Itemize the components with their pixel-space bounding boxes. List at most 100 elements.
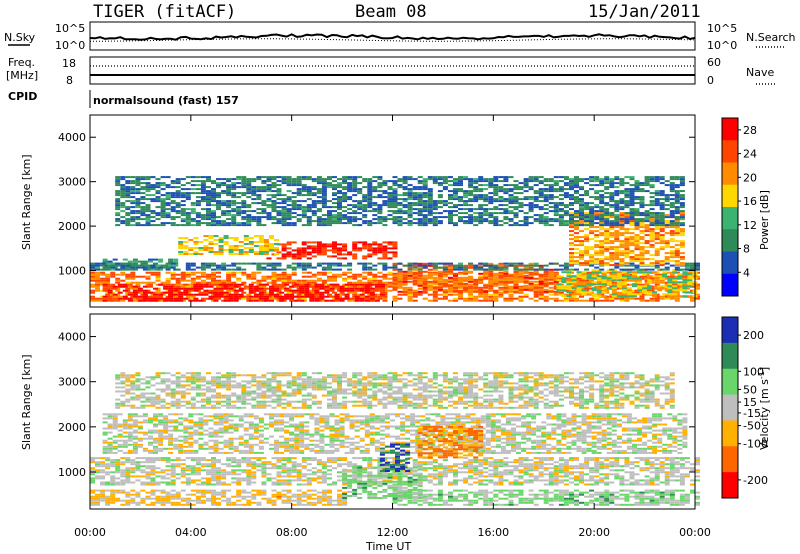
- data-cell: [188, 293, 194, 296]
- data-cell: [218, 249, 224, 251]
- data-cell: [165, 186, 171, 189]
- data-cell: [538, 188, 544, 191]
- data-cell: [286, 216, 292, 219]
- data-cell: [226, 202, 232, 205]
- data-cell: [498, 208, 504, 211]
- data-cell: [402, 182, 408, 185]
- data-cell: [357, 200, 363, 203]
- data-cell: [463, 196, 469, 199]
- data-cell: [417, 270, 423, 273]
- data-cell: [619, 190, 625, 193]
- data-cell: [589, 260, 595, 263]
- data-cell: [110, 291, 116, 294]
- data-cell: [629, 194, 635, 197]
- data-cell: [417, 284, 423, 287]
- data-cell: [269, 235, 274, 237]
- data-cell: [258, 287, 264, 290]
- data-cell: [306, 253, 312, 256]
- data-cell: [569, 204, 574, 207]
- data-cell: [206, 222, 211, 225]
- data-cell: [629, 220, 635, 223]
- data-cell: [498, 278, 504, 281]
- data-cell: [493, 198, 499, 201]
- beam-title: Beam 08: [355, 2, 427, 22]
- data-cell: [271, 184, 277, 187]
- data-cell: [629, 268, 635, 271]
- data-cell: [453, 182, 458, 185]
- data-cell: [523, 224, 529, 227]
- data-cell: [594, 262, 600, 265]
- data-cell: [619, 202, 625, 205]
- data-cell: [228, 295, 234, 298]
- data-cell: [442, 264, 448, 267]
- data-cell: [453, 222, 458, 225]
- data-cell: [407, 212, 413, 215]
- data-cell: [241, 180, 247, 183]
- data-cell: [327, 184, 332, 187]
- data-cell: [367, 178, 373, 181]
- data-cell: [180, 214, 186, 217]
- data-cell: [379, 291, 385, 294]
- data-cell: [458, 290, 463, 293]
- data-cell: [586, 291, 592, 294]
- data-cell: [599, 268, 605, 271]
- data-cell: [412, 282, 418, 285]
- data-cell: [422, 297, 428, 300]
- data-cell: [563, 297, 569, 300]
- data-cell: [654, 220, 660, 223]
- data-cell: [200, 184, 206, 187]
- data-cell: [160, 210, 166, 213]
- data-cell: [286, 279, 292, 282]
- data-cell: [652, 275, 658, 278]
- data-cell: [125, 180, 131, 183]
- data-cell: [659, 248, 665, 251]
- data-cell: [664, 268, 670, 271]
- data-cell: [367, 190, 373, 193]
- data-cell: [200, 264, 206, 267]
- data-cell: [241, 202, 247, 205]
- data-cell: [218, 253, 224, 255]
- data-cell: [569, 198, 574, 201]
- data-cell: [286, 255, 292, 258]
- data-cell: [498, 266, 504, 269]
- data-cell: [193, 253, 199, 255]
- data-cell: [417, 224, 423, 227]
- data-cell: [581, 277, 587, 280]
- data-cell: [644, 184, 650, 187]
- data-cell: [523, 274, 529, 277]
- data-cell: [231, 184, 237, 187]
- data-cell: [135, 216, 141, 219]
- data-cell: [553, 287, 559, 290]
- data-cell: [294, 289, 300, 292]
- data-cell: [574, 196, 579, 199]
- data-cell: [437, 262, 443, 265]
- data-cell: [193, 287, 199, 290]
- data-cell: [639, 238, 645, 241]
- data-cell: [271, 186, 277, 189]
- data-cell: [654, 238, 660, 241]
- data-cell: [140, 214, 146, 217]
- data-cell: [473, 198, 479, 201]
- data-cell: [609, 228, 615, 231]
- data-cell: [377, 243, 383, 246]
- data-cell: [523, 198, 529, 201]
- data-cell: [533, 264, 539, 267]
- data-cell: [200, 216, 206, 219]
- data-cell: [503, 280, 509, 283]
- data-cell: [513, 192, 519, 195]
- data-cell: [508, 262, 514, 265]
- data-cell: [150, 264, 156, 267]
- data-cell: [286, 241, 292, 244]
- data-cell: [493, 224, 499, 227]
- data-cell: [198, 293, 204, 296]
- data-cell: [160, 176, 166, 179]
- data-cell: [286, 204, 292, 207]
- data-cell: [137, 289, 143, 292]
- data-cell: [362, 243, 368, 246]
- data-cell: [664, 262, 670, 265]
- data-cell: [659, 216, 665, 219]
- data-cell: [352, 241, 358, 244]
- data-cell: [488, 180, 494, 183]
- data-cell: [281, 212, 287, 215]
- data-cell: [523, 268, 529, 271]
